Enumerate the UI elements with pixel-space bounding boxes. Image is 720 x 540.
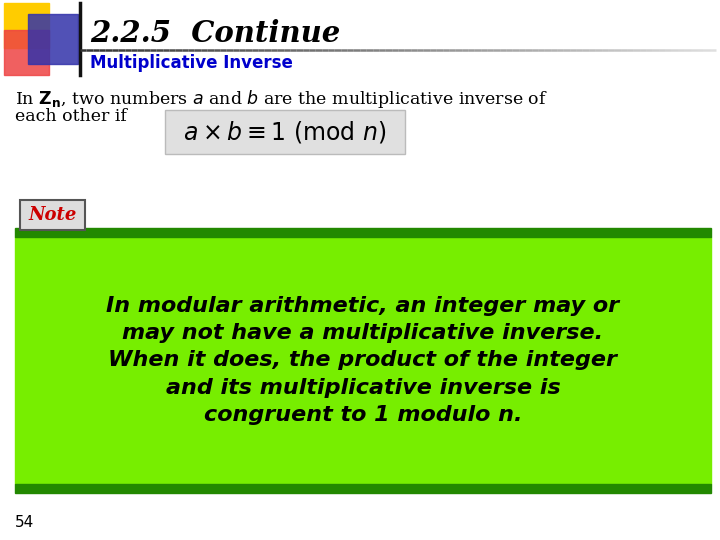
Text: $a \times b \equiv 1\ (\mathrm{mod}\ n)$: $a \times b \equiv 1\ (\mathrm{mod}\ n)$	[183, 119, 387, 145]
Text: In $\mathbf{Z_n}$, two numbers $\mathit{a}$ and $\mathit{b}$ are the multiplicat: In $\mathbf{Z_n}$, two numbers $\mathit{…	[15, 88, 548, 110]
Bar	[4, 30, 49, 75]
Bar	[4, 3, 49, 48]
Bar	[20, 200, 85, 230]
Text: In modular arithmetic, an integer may or
may not have a multiplicative inverse.
: In modular arithmetic, an integer may or…	[107, 296, 620, 425]
Text: Multiplicative Inverse: Multiplicative Inverse	[90, 54, 293, 72]
Text: 54: 54	[15, 515, 35, 530]
Bar	[15, 484, 711, 493]
Bar	[15, 237, 711, 484]
Bar	[15, 228, 711, 237]
FancyBboxPatch shape	[165, 110, 405, 154]
Bar	[28, 14, 78, 64]
Text: each other if: each other if	[15, 108, 127, 125]
Text: 2.2.5  Continue: 2.2.5 Continue	[90, 18, 341, 48]
Text: Note: Note	[28, 206, 77, 224]
